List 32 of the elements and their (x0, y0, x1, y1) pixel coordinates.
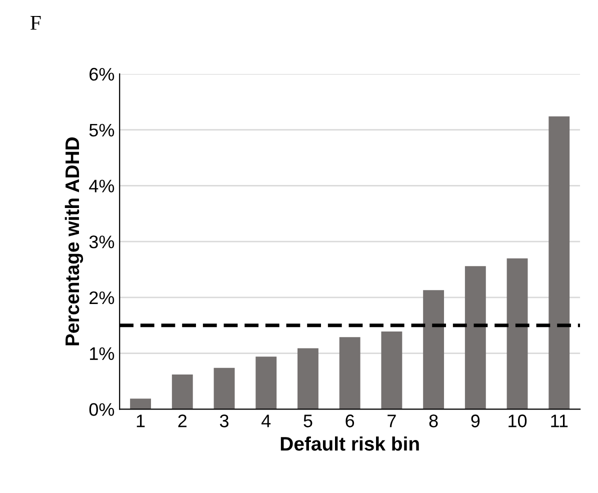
x-tick-label: 11 (551, 414, 568, 428)
x-tick-label: 2 (178, 414, 187, 428)
x-tick-label: 6 (346, 414, 354, 428)
x-tick-label: 4 (262, 414, 271, 428)
bar (172, 374, 193, 410)
bar (506, 258, 528, 410)
y-tick-label: 3% (89, 236, 114, 248)
x-tick-label: 3 (220, 414, 228, 428)
y-tick-label: 4% (89, 180, 114, 192)
bar (464, 266, 486, 410)
y-tick-label: 5% (89, 124, 114, 137)
y-tick-label: 6% (90, 68, 114, 81)
bar (339, 337, 360, 410)
bar (423, 290, 444, 410)
x-tick-label: 9 (471, 414, 480, 428)
bar (381, 332, 402, 410)
bar (214, 368, 235, 410)
y-tick-label: 2% (90, 291, 114, 304)
bar (298, 348, 318, 410)
bar (130, 398, 151, 410)
y-tick-label: 1% (90, 347, 114, 360)
y-axis-title: Percentage with ADHD (64, 137, 84, 346)
x-tick-label: 7 (388, 414, 396, 428)
bar (548, 116, 570, 410)
x-axis-title: Default risk bin (280, 436, 419, 451)
x-tick-label: 5 (304, 414, 312, 428)
chart-title: F (30, 16, 41, 30)
x-tick-label: 10 (508, 414, 527, 428)
x-tick-label: 8 (429, 414, 438, 428)
bar (256, 356, 277, 410)
y-tick-label: 0% (89, 403, 114, 416)
x-tick-label: 1 (136, 414, 145, 428)
